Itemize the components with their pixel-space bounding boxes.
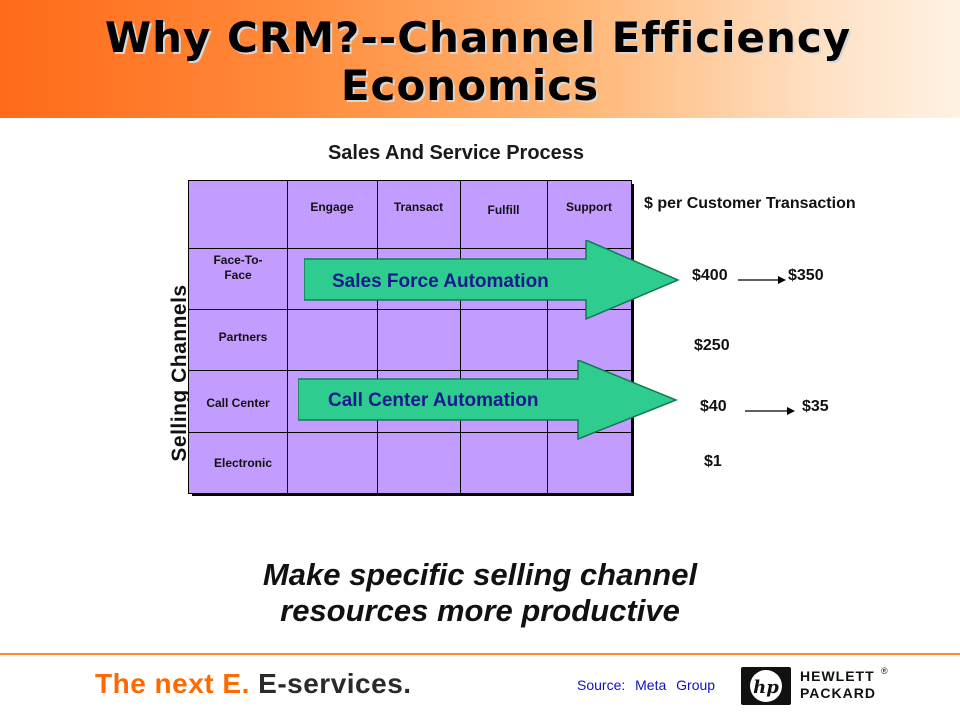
column-header-fulfill: Fulfill <box>487 203 520 217</box>
reduction-arrow <box>738 276 786 284</box>
grid-divider <box>189 432 631 433</box>
process-channel-grid: Engage Transact Fulfill Support Face-To-… <box>188 180 632 494</box>
tagline-line1: Make specific selling channel <box>262 557 698 592</box>
slide-title: Why CRM?--Channel Efficiency Economics <box>0 14 960 110</box>
electronic-cost: $1 <box>704 453 722 470</box>
brand-slogan-prefix: The next E. <box>95 668 250 699</box>
column-header-transact: Transact <box>393 200 444 214</box>
grid-divider <box>460 181 461 493</box>
hp-wordmark-line2: PACKARD <box>800 685 876 701</box>
hp-logo-mark: hp <box>753 677 779 698</box>
row-header-call-center: Call Center <box>206 396 270 410</box>
footer-divider <box>0 653 960 655</box>
row-header-partners: Partners <box>218 330 268 344</box>
source-citation: Source: Meta Group <box>577 677 716 693</box>
column-header-support: Support <box>566 200 612 214</box>
call-center-automation-label: Call Center Automation <box>328 390 539 411</box>
grid-divider <box>189 248 631 249</box>
face-to-face-cost-before: $400 <box>692 267 728 284</box>
tagline: Make specific selling channel resources … <box>0 557 960 629</box>
registered-mark: ® <box>881 666 888 676</box>
call-center-cost-before: $40 <box>700 398 727 415</box>
face-to-face-cost-after: $350 <box>788 267 824 284</box>
hp-wordmark: HEWLETT PACKARD <box>800 668 876 702</box>
hp-logo-icon: hp <box>741 667 791 705</box>
tagline-line2: resources more productive <box>280 593 680 628</box>
grid-divider <box>547 181 548 493</box>
slide-title-line2: Economics <box>340 61 600 110</box>
grid-divider <box>377 181 378 493</box>
partners-cost: $250 <box>694 337 730 354</box>
sales-force-automation-arrow <box>304 240 680 320</box>
section-title: Sales And Service Process <box>327 142 585 164</box>
title-banner <box>0 0 960 118</box>
hp-wordmark-line1: HEWLETT <box>800 668 875 684</box>
sales-force-automation-label: Sales Force Automation <box>332 271 549 292</box>
cost-per-transaction-header: $ per Customer Transaction <box>644 195 856 212</box>
brand-slogan-suffix: E-services. <box>258 668 412 699</box>
grid-divider <box>189 370 631 371</box>
reduction-arrow <box>745 407 795 415</box>
grid-divider <box>189 309 631 310</box>
row-header-face-to-face: Face-To-Face <box>213 253 263 282</box>
row-header-electronic: Electronic <box>213 456 273 470</box>
grid-divider <box>287 181 288 493</box>
brand-slogan: The next E. E-services. <box>95 668 412 700</box>
call-center-automation-arrow <box>298 360 679 440</box>
call-center-cost-after: $35 <box>802 398 829 415</box>
slide-title-line1: Why CRM?--Channel Efficiency <box>104 13 852 62</box>
column-header-engage: Engage <box>310 200 354 214</box>
